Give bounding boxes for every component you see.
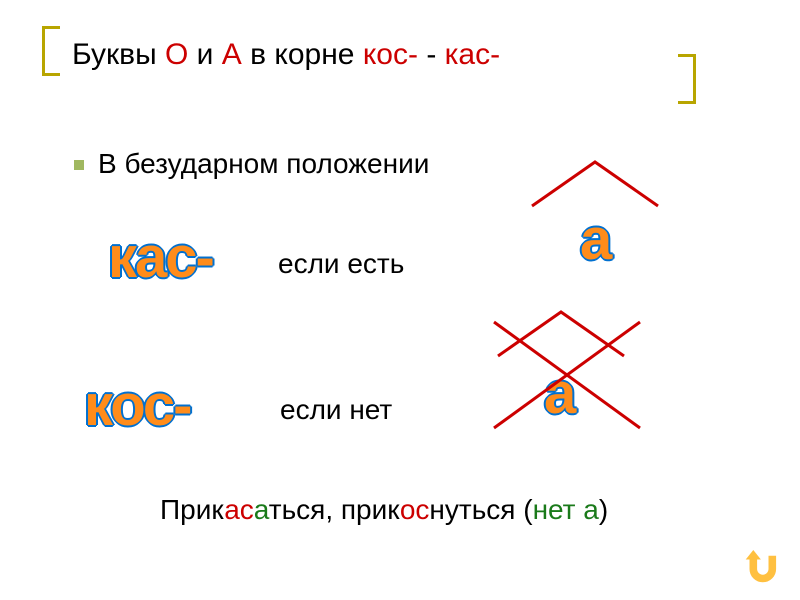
ex-no: нет а bbox=[533, 494, 599, 525]
title-o: О bbox=[165, 38, 188, 71]
title-bracket-left bbox=[42, 26, 60, 76]
text-if-no: если нет bbox=[280, 394, 392, 426]
ex-p1: Прик bbox=[160, 494, 224, 525]
example-text: Прикасаться, прикоснуться (нет а) bbox=[160, 494, 608, 526]
title-kas: кас- bbox=[445, 38, 500, 71]
title-dash: - bbox=[426, 38, 444, 71]
ex-rest2: нуться bbox=[429, 494, 523, 525]
ex-vowel1: а bbox=[254, 494, 269, 525]
ex-root1: ас bbox=[224, 494, 254, 525]
line-unstressed: В безударном положении bbox=[98, 148, 429, 180]
text-if-yes: если есть bbox=[278, 248, 404, 280]
cross-icon bbox=[492, 320, 642, 430]
bullet-icon bbox=[74, 160, 84, 170]
word-kos: кос- bbox=[84, 372, 191, 439]
roof-icon-1 bbox=[530, 160, 660, 210]
page-title: Буквы О и А в корне кос- - кас- bbox=[72, 38, 500, 72]
title-part3: в корне bbox=[242, 38, 363, 71]
title-a: А bbox=[222, 38, 242, 71]
ex-paren-close: ) bbox=[599, 494, 608, 525]
return-icon[interactable] bbox=[740, 550, 778, 588]
word-kas: кас- bbox=[108, 224, 213, 291]
title-bracket-right bbox=[678, 54, 696, 104]
letter-a-1: а bbox=[580, 206, 610, 273]
ex-paren-open: ( bbox=[523, 494, 532, 525]
ex-rest1: ться, прик bbox=[269, 494, 400, 525]
ex-root2: ос bbox=[400, 494, 430, 525]
title-part1: Буквы bbox=[72, 38, 165, 71]
title-kos: кос- bbox=[363, 38, 426, 71]
title-part2: и bbox=[188, 38, 221, 71]
